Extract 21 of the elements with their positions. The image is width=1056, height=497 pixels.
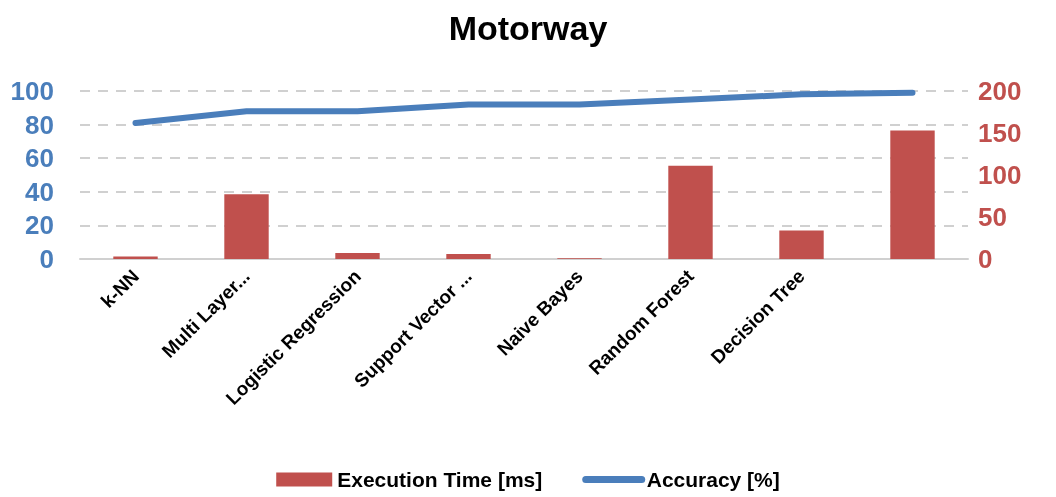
bar: [779, 230, 824, 259]
legend-label: Accuracy [%]: [646, 468, 780, 491]
y2-tick-label: 50: [978, 202, 1007, 232]
legend-label: Execution Time [ms]: [337, 468, 543, 491]
bar: [668, 165, 713, 259]
bar: [890, 130, 935, 259]
bar: [224, 194, 269, 259]
y-tick-label: 60: [25, 143, 54, 174]
y-tick-label: 80: [25, 109, 54, 140]
y-tick-label: 100: [10, 76, 54, 106]
bar: [446, 253, 491, 259]
y2-tick-label: 100: [978, 160, 1022, 190]
y-tick-label: 20: [25, 210, 54, 241]
y2-tick-label: 150: [978, 118, 1022, 148]
bar: [335, 253, 380, 259]
bar: [113, 256, 158, 259]
y2-tick-label: 200: [978, 76, 1022, 106]
y2-tick-label: 0: [978, 244, 993, 274]
y-tick-label: 40: [25, 176, 54, 207]
y-tick-label: 0: [39, 244, 54, 274]
chart-title: Motorway: [448, 9, 608, 47]
